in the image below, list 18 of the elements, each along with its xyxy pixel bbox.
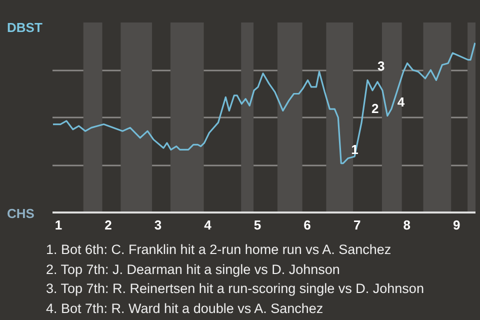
text: 1. Bot 6th: C. Franklin hit a 2-run home run vs A. Sanchez xyxy=(46,242,392,257)
x-tick-label: 6 xyxy=(304,218,311,232)
x-tick-label: 2 xyxy=(104,218,112,232)
x-tick-label: 8 xyxy=(403,218,410,232)
annotation: 2 xyxy=(372,101,379,116)
text: 2. Top 7th: J. Dearman hit a single vs D. Johnson xyxy=(46,262,340,276)
x-tick-label: 4 xyxy=(204,218,212,232)
x-tick-label: 1 xyxy=(54,218,62,232)
text: 3. Top 7th: R. Reinertsen hit a run-scoring single vs D. Johnson xyxy=(46,281,424,296)
text: 4. Bot 7th: R. Ward hit a double vs A. Sanchez xyxy=(46,300,324,316)
annotation: 3 xyxy=(378,58,385,74)
x-tick-label: 5 xyxy=(254,218,262,232)
x-tick-label: 3 xyxy=(154,218,162,232)
annotation: 4 xyxy=(397,94,406,110)
text: DBST xyxy=(7,19,42,37)
text: CHS xyxy=(7,205,34,223)
x-tick-label: 7 xyxy=(353,218,361,232)
x-tick-label: 9 xyxy=(452,218,460,232)
